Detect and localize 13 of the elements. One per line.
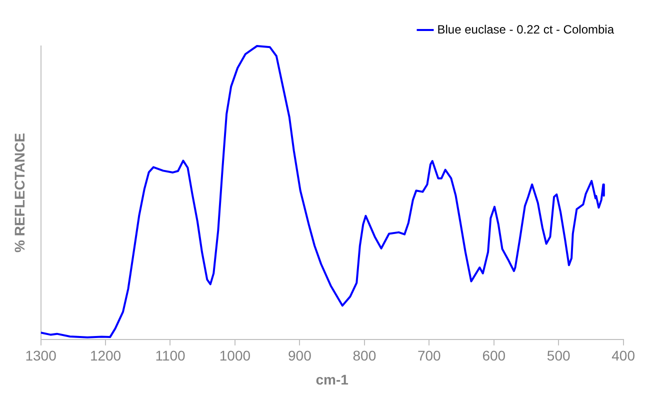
x-tick-label: 500 <box>546 348 570 364</box>
x-tick-label: 900 <box>288 348 312 364</box>
x-tick-label: 600 <box>482 348 506 364</box>
x-tick-label: 1300 <box>25 348 57 364</box>
legend-label: Blue euclase - 0.22 ct - Colombia <box>437 22 614 36</box>
x-tick-label: 1000 <box>219 348 251 364</box>
x-tick-label: 700 <box>417 348 442 364</box>
x-tick-label: 400 <box>612 348 636 364</box>
x-tick-label: 1200 <box>90 348 122 364</box>
x-axis-title: cm-1 <box>316 371 349 388</box>
x-tick-label: 1100 <box>155 348 186 364</box>
x-tick-label: 800 <box>352 348 376 364</box>
y-axis-title: % REFLECTANCE <box>11 132 28 252</box>
